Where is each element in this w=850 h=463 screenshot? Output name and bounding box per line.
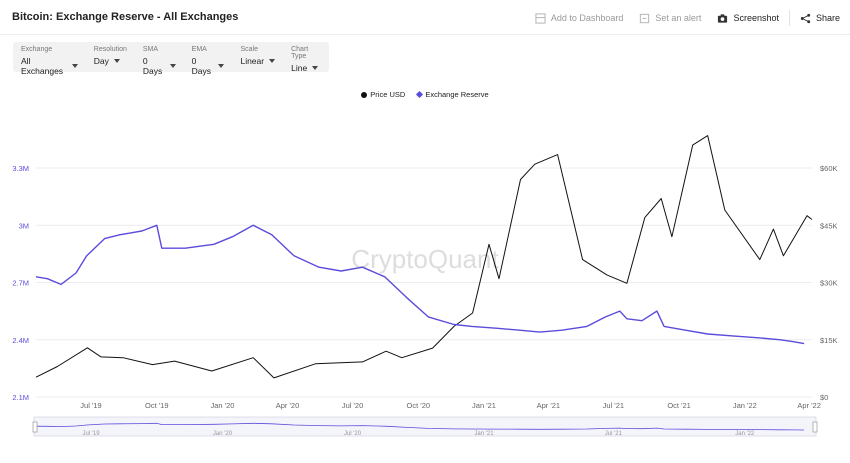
legend-label-price: Price USD [370,90,406,99]
ema-select-value: 0 Days [191,56,212,76]
navigator-tick-label: Jan '21 [474,431,494,437]
navigator-handle-left [32,421,38,433]
sma-select-value: 0 Days [142,56,163,76]
scale-select-value: Linear [240,56,265,66]
header-divider [788,10,790,26]
x-tick-label: Jan '21 [472,401,496,410]
x-tick-label: Jul '21 [603,401,624,410]
chart-legend: Price USD Exchange Reserve [0,90,850,99]
legend-label-reserve: Exchange Reserve [425,90,489,99]
resolution-select-label: Resolution [93,46,127,53]
navigator-tick-label: Jan '22 [735,431,755,437]
x-tick-label: Oct '20 [407,401,431,410]
y-left-tick-label: 3.3M [12,164,29,173]
chevron-down-icon [312,66,319,70]
exchange-select-label: Exchange [21,46,53,53]
header-actions: Add to Dashboard Set an alert Screenshot… [519,10,840,26]
x-tick-label: Jul '19 [80,401,101,410]
chevron-down-icon [71,64,78,68]
camera-icon [718,13,728,23]
price-usd-line [35,135,813,379]
x-tick-label: Apr '21 [537,401,561,410]
legend-item-reserve[interactable]: Exchange Reserve [416,90,489,99]
chevron-down-icon [113,59,120,63]
x-tick-label: Apr '20 [276,401,300,410]
y-right-tick-label: $45K [820,221,838,230]
y-right-tick-label: $30K [820,279,838,288]
exchange-select-value: All Exchanges [21,56,64,76]
navigator-track [33,416,817,437]
ema-select[interactable]: EMA 0 Days [184,42,233,76]
dashboard-icon [535,12,546,24]
x-tick-label: Oct '19 [145,401,169,410]
x-tick-label: Apr '22 [797,401,821,410]
share-label: Share [815,13,840,23]
exchange-select[interactable]: Exchange All Exchanges [13,42,86,76]
chart-type-select-value: Line [291,63,308,73]
screenshot-label: Screenshot [733,13,779,23]
y-left-tick-label: 3M [19,221,29,230]
add-to-dashboard-label: Add to Dashboard [550,13,624,23]
alert-icon [640,13,650,23]
circle-marker-icon [361,91,368,98]
diamond-marker-icon [416,90,424,99]
add-to-dashboard-button[interactable]: Add to Dashboard [535,12,624,24]
chevron-down-icon [269,59,276,63]
y-left-tick-label: 2.4M [12,336,29,345]
set-alert-label: Set an alert [655,13,702,23]
y-right-tick-label: $60K [820,164,838,173]
header-bar: Bitcoin: Exchange Reserve - All Exchange… [0,0,850,35]
navigator-handle-right [812,421,818,433]
navigator-tick-label: Jul '19 [82,431,100,437]
x-tick-label: Jan '20 [211,401,235,410]
x-tick-label: Jul '20 [342,401,363,410]
resolution-select[interactable]: Resolution Day [86,42,135,72]
x-tick-label: Oct '21 [667,401,691,410]
share-button[interactable]: Share [800,13,840,24]
ema-select-label: EMA [191,46,207,53]
scale-select-label: Scale [240,46,258,53]
chevron-down-icon [218,64,225,68]
set-alert-button[interactable]: Set an alert [639,13,701,24]
page-title: Bitcoin: Exchange Reserve - All Exchange… [12,11,239,23]
y-left-tick-label: 2.1M [12,393,29,402]
exchange-reserve-line [35,224,805,345]
chart-type-select-label: Chart Type [291,46,309,60]
navigator-tick-label: Jul '21 [605,431,623,437]
chart-type-select[interactable]: Chart Type Line [283,42,329,73]
y-left-tick-label: 2.7M [12,279,29,288]
resolution-select-value: Day [93,56,109,66]
navigator-tick-label: Jan '20 [213,431,233,437]
y-right-tick-label: $0 [820,393,828,402]
navigator-series-line [35,422,805,431]
navigator-tick-label: Jul '20 [344,431,362,437]
scale-select[interactable]: Scale Linear [232,42,283,72]
screenshot-button[interactable]: Screenshot [717,13,779,24]
sma-select-label: SMA [142,46,159,53]
legend-item-price[interactable]: Price USD [361,90,405,99]
sma-select[interactable]: SMA 0 Days [135,42,184,76]
y-right-tick-label: $15K [820,336,838,345]
x-tick-label: Jan '22 [733,401,757,410]
chevron-down-icon [169,64,176,68]
share-icon [800,13,811,23]
chart-controls: Exchange All Exchanges Resolution Day SM… [13,42,329,76]
chart-area: CryptoQuant 2.1M 2.4M 2.7M 3M 3.3M $0 $15K $30K $… [12,135,838,437]
watermark-text: CryptoQuant [351,244,499,274]
